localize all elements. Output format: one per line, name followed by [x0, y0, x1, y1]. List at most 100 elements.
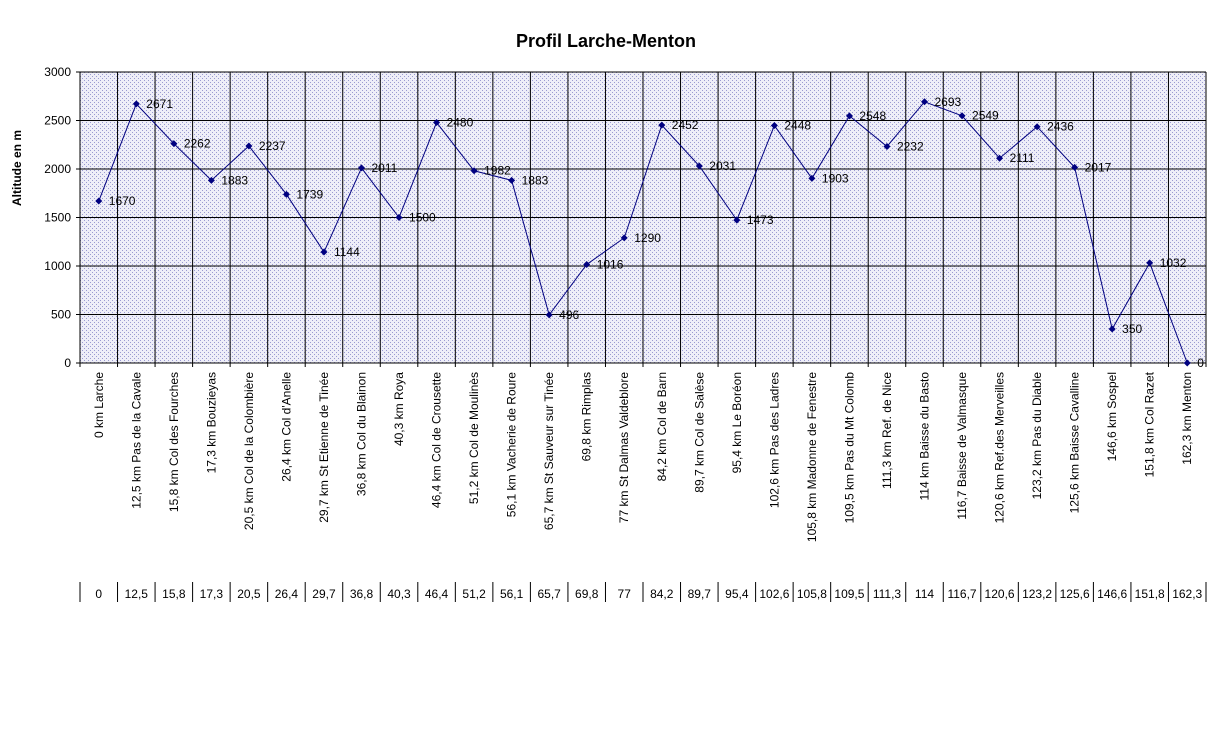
- x-category-label: 120,6 km Ref.des Merveilles: [993, 372, 1007, 523]
- km-value-label: 162,3: [1172, 587, 1202, 601]
- km-value-label: 105,8: [797, 587, 827, 601]
- data-value-label: 0: [1197, 356, 1204, 370]
- data-point-marker: [883, 142, 891, 150]
- data-value-label: 1290: [634, 231, 661, 245]
- km-value-label: 116,7: [947, 587, 976, 601]
- x-category-label: 84,2 km Col de Barn: [655, 372, 669, 481]
- km-value-label: 89,7: [688, 587, 712, 601]
- x-category-label: 146,6 km Sospel: [1105, 372, 1119, 461]
- x-category-label: 40,3 km Roya: [392, 372, 406, 446]
- x-category-label: 56,1 km Vacherie de Roure: [505, 372, 519, 518]
- y-tick-label: 3000: [44, 65, 71, 79]
- y-tick-label: 2000: [44, 162, 71, 176]
- data-point-marker: [95, 197, 103, 205]
- data-value-label: 350: [1122, 322, 1142, 336]
- data-value-label: 1144: [334, 245, 360, 259]
- km-value-label: 46,4: [425, 587, 449, 601]
- chart-title: Profil Larche-Menton: [516, 31, 696, 51]
- data-value-label: 2448: [784, 119, 811, 133]
- x-category-label: 0 km Larche: [92, 372, 106, 438]
- data-point-marker: [658, 121, 666, 129]
- data-value-label: 2548: [859, 109, 886, 123]
- data-point-marker: [845, 112, 853, 120]
- km-value-label: 26,4: [275, 587, 299, 601]
- km-value-label: 114: [915, 587, 934, 601]
- km-value-label: 29,7: [312, 587, 336, 601]
- km-value-label: 120,6: [985, 587, 1015, 601]
- data-value-label: 1982: [484, 164, 511, 178]
- data-point-marker: [1071, 163, 1079, 171]
- y-axis-label: Altitude en m: [10, 130, 24, 206]
- data-value-label: 496: [559, 308, 579, 322]
- km-value-label: 15,8: [162, 587, 186, 601]
- x-category-label: 89,7 km Col de Salèse: [692, 372, 706, 493]
- y-axis: 0 500 1000 1500 2000 2500 3000: [44, 65, 81, 370]
- data-point-marker: [1146, 259, 1154, 267]
- data-point-marker: [433, 118, 441, 126]
- data-point-marker: [1033, 123, 1041, 131]
- data-value-label: 1903: [822, 171, 849, 185]
- data-value-label: 1883: [221, 173, 248, 187]
- data-value-label: 2549: [972, 109, 999, 123]
- data-point-marker: [358, 164, 365, 172]
- km-value-label: 40,3: [387, 587, 411, 601]
- km-value-label: 151,8: [1135, 587, 1165, 601]
- km-value-label: 56,1: [500, 587, 524, 601]
- x-category-label: 109,5 km Pas du Mt Colomb: [842, 372, 856, 524]
- data-point-marker: [545, 311, 553, 319]
- series-line: [98, 101, 1188, 364]
- x-category-label: 15,8 km Col des Fourches: [167, 372, 181, 512]
- y-tick-label: 1000: [44, 259, 71, 273]
- km-value-label: 12,5: [125, 587, 149, 601]
- km-value-label: 109,5: [834, 587, 864, 601]
- x-category-label: 46,4 km Col de Crousette: [430, 372, 444, 508]
- data-value-label: 2017: [1085, 160, 1112, 174]
- data-point-marker: [320, 248, 328, 256]
- x-category-label: 26,4 km Col d'Anelle: [279, 372, 293, 482]
- data-point-marker: [245, 142, 253, 150]
- km-value-label: 20,5: [237, 587, 261, 601]
- data-point-marker: [620, 234, 628, 242]
- data-point-marker: [996, 154, 1004, 162]
- x-category-label: 36,8 km Col du Blainon: [355, 372, 369, 496]
- x-category-label: 162,3 km Menton: [1180, 372, 1194, 465]
- x-category-label: 116,7 Baisse de Valmasque: [955, 372, 969, 520]
- data-value-label: 1670: [109, 194, 136, 208]
- y-tick-label: 0: [64, 356, 71, 370]
- x-category-label: 125,6 km Baisse Cavalline: [1068, 372, 1082, 514]
- data-value-label: 2480: [447, 115, 474, 129]
- x-category-label: 102,6 km Pas des Ladres: [767, 372, 781, 508]
- data-point-marker: [808, 174, 816, 182]
- y-tick-label: 2500: [44, 114, 71, 128]
- data-value-label: 2452: [672, 118, 699, 132]
- km-value-label: 125,6: [1060, 587, 1090, 601]
- x-category-label: 111,3 km Ref. de Nice: [880, 372, 894, 489]
- data-point-marker: [132, 100, 140, 108]
- y-tick-label: 1500: [44, 211, 71, 225]
- km-value-label: 77: [618, 587, 632, 601]
- data-value-label: 2111: [1010, 151, 1035, 165]
- km-value-label: 51,2: [462, 587, 486, 601]
- x-category-label: 29,7 km St Etienne de Tinée: [317, 372, 331, 523]
- data-value-label: 2232: [897, 139, 924, 153]
- x-category-label: 65,7 km St Sauveur sur Tinée: [542, 372, 556, 530]
- km-value-label: 146,6: [1097, 587, 1127, 601]
- data-point-marker: [733, 216, 741, 224]
- data-point-marker: [1183, 359, 1191, 367]
- series-altitude: 1670 2671 2262 1883 2237 1739 1144 2011 1500 2480…: [95, 95, 1204, 370]
- data-value-label: 2237: [259, 139, 286, 153]
- km-value-label: 65,7: [537, 587, 561, 601]
- km-value-label: 102,6: [759, 587, 789, 601]
- data-value-label: 2031: [709, 159, 736, 173]
- data-point-marker: [207, 176, 215, 184]
- x-category-label: 69,8 km Rimplas: [580, 372, 594, 461]
- x-category-label: 12,5 km Pas de la Cavale: [129, 372, 143, 509]
- data-point-marker: [170, 140, 178, 148]
- km-value-label: 111,3: [873, 587, 902, 601]
- x-category-label: 17,3 km Bouzieyas: [204, 372, 218, 473]
- x-category-label: 105,8 km Madonne de Fenestre: [805, 372, 819, 542]
- km-value-label: 17,3: [200, 587, 224, 601]
- km-value-label: 36,8: [350, 587, 374, 601]
- data-value-label: 2671: [146, 97, 173, 111]
